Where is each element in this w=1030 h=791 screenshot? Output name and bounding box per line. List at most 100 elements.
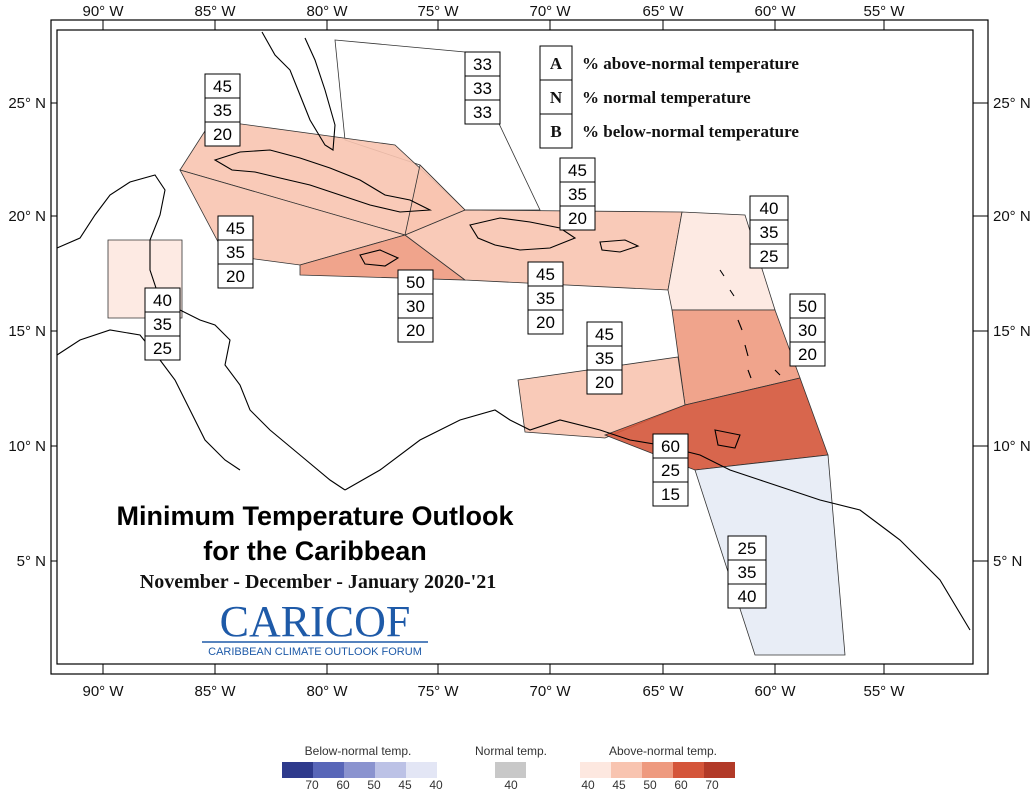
scale-swatch [642,762,673,778]
lon-tick-label: 55° W [863,683,905,700]
prob-below: 25 [153,339,172,358]
prob-box-frame [144,287,181,361]
probability-boxes: 45 35 20 33 33 33 45 35 20 45 35 20 [144,51,826,609]
prob-above: 40 [153,291,172,310]
scale-title-below: Below-normal temp. [305,744,412,758]
lon-tick-label: 80° W [306,683,348,700]
lon-tick-label: 65° W [642,683,684,700]
prob-normal: 35 [738,563,757,582]
prob-box-frame [727,535,767,609]
lon-tick-label: 90° W [82,683,124,700]
prob-above: 45 [595,325,614,344]
coast-jamaica [359,249,400,267]
prob-box-cuba: 45 35 20 [204,73,241,147]
lon-labels-top: 90° W 85° W 80° W 75° W 70° W 65° W 60° … [82,3,905,20]
prob-below: 20 [536,313,555,332]
scale-swatch [313,762,344,778]
prob-below: 15 [661,485,680,504]
lon-tick-label: 75° W [417,683,459,700]
prob-below: 20 [798,345,817,364]
prob-box-trinidad: 60 25 15 [652,433,689,507]
lon-tick-label: 70° W [529,683,571,700]
prob-normal: 35 [760,223,779,242]
prob-box-frame [217,215,254,289]
prob-box-belize: 40 35 25 [144,287,181,361]
prob-box-turks-caicos: 45 35 20 [559,157,596,231]
scale-swatch [406,762,437,778]
prob-above: 45 [213,77,232,96]
scale-label: 50 [643,778,657,791]
scale-label: 60 [336,778,350,791]
prob-normal: 35 [536,289,555,308]
lon-tick-label: 85° W [194,683,236,700]
prob-box-leeward: 40 35 25 [749,195,789,269]
lon-tick-label: 85° W [194,3,236,20]
key-letter: A [550,54,563,73]
prob-normal: 35 [568,185,587,204]
lon-tick-label: 60° W [754,683,796,700]
prob-box-jamaica: 50 30 20 [397,269,434,343]
prob-below: 20 [406,321,425,340]
scale-swatch [673,762,704,778]
prob-below: 20 [213,125,232,144]
prob-box-frame [586,321,623,395]
prob-above: 50 [406,273,425,292]
caricof-logo: CARICOF CARIBBEAN CLIMATE OUTLOOK FORUM [202,597,428,658]
lat-labels-right: 25° N 20° N 15° N 10° N 5° N [993,95,1030,570]
lat-labels-left: 25° N 20° N 15° N 10° N 5° N [8,95,46,570]
lon-labels-bottom: 90° W 85° W 80° W 75° W 70° W 65° W 60° … [82,683,905,700]
scale-label: 60 [674,778,688,791]
scale-swatch [495,762,526,778]
key-text: % above-normal temperature [582,54,799,73]
key-letter-frame [539,45,573,149]
map-period: November - December - January 2020-'21 [140,571,496,593]
coastlines [56,31,971,631]
coast-south-america [344,409,971,631]
prob-above: 25 [738,539,757,558]
logo-subtitle: CARIBBEAN CLIMATE OUTLOOK FORUM [208,646,422,658]
prob-box-frame [789,293,826,367]
lat-tick-label: 5° N [17,553,46,570]
lat-tick-label: 25° N [8,95,46,112]
lon-tick-label: 55° W [863,3,905,20]
lat-tick-label: 15° N [993,323,1030,340]
prob-below: 20 [226,267,245,286]
lon-tick-label: 75° W [417,3,459,20]
prob-normal: 33 [473,79,492,98]
prob-normal: 35 [153,315,172,334]
prob-box-frame [652,433,689,507]
scale-swatch [704,762,735,778]
prob-below: 20 [568,209,587,228]
prob-box-bahamas: 33 33 33 [464,51,501,125]
scale-label: 70 [305,778,319,791]
scale-swatch [375,762,406,778]
prob-above: 33 [473,55,492,74]
key-text: % normal temperature [582,88,751,107]
prob-below: 25 [760,247,779,266]
coast-puerto-rico [599,239,640,253]
prob-normal: 30 [798,321,817,340]
outer-frame [50,19,989,675]
prob-box-hispaniola: 45 35 20 [527,261,564,335]
scale-swatches [282,762,735,778]
scale-swatch [611,762,642,778]
lat-tick-label: 20° N [8,208,46,225]
tick-marks [51,20,988,674]
prob-above: 60 [661,437,680,456]
scale-swatch [344,762,375,778]
prob-above: 50 [798,297,817,316]
prob-normal: 25 [661,461,680,480]
prob-normal: 35 [226,243,245,262]
lat-tick-label: 10° N [8,438,46,455]
lat-tick-label: 20° N [993,208,1030,225]
lon-tick-label: 80° W [306,3,348,20]
coast-hispaniola [469,217,577,251]
lat-tick-label: 5° N [993,553,1022,570]
scale-title-normal: Normal temp. [475,744,547,758]
prob-box-frame [204,73,241,147]
scale-swatch [282,762,313,778]
title-background [90,492,440,662]
scale-label: 70 [705,778,719,791]
scale-label: 40 [581,778,595,791]
